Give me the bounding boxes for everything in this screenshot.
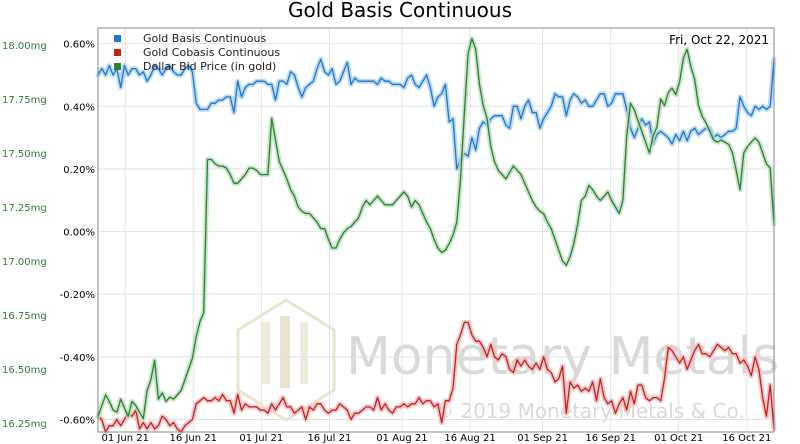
x-axis-tick-label: 16 Jul 21	[307, 433, 351, 444]
left-axis-tick-label: 17.00mg	[2, 257, 47, 268]
series-1	[95, 56, 777, 172]
left-axis-tick-label: 17.50mg	[2, 149, 47, 160]
x-axis-tick-label: 16 Aug 21	[444, 433, 495, 444]
left-axis-tick-label: 16.25mg	[2, 419, 47, 430]
legend-entry: Gold Cobasis Continuous	[143, 46, 280, 59]
legend-swatch	[114, 63, 121, 70]
x-axis-tick-label: 01 Oct 21	[654, 433, 703, 444]
legend-swatch	[114, 35, 121, 42]
series-3	[95, 36, 777, 422]
plot-frame	[97, 27, 775, 433]
left-axis-tick-label: 17.75mg	[2, 95, 47, 106]
series-line	[97, 321, 775, 433]
axes: 0.60% 0.40% 0.20% 0.00% -0.20% -0.40% -0.60% 18…	[2, 40, 771, 444]
left-axis-tick-label: 18.00mg	[2, 41, 47, 52]
series-2	[95, 319, 777, 435]
left-axis-tick-label: 16.75mg	[2, 311, 47, 322]
series-line	[97, 37, 775, 420]
right-axis-tick-label: -0.60%	[60, 415, 95, 426]
series-line	[97, 58, 775, 170]
date-label: Fri, Oct 22, 2021	[669, 33, 769, 47]
watermark-logo-mark	[236, 298, 336, 422]
legend-entry: Dollar Bid Price (in gold)	[143, 60, 276, 73]
right-axis-tick-label: -0.40%	[60, 353, 95, 364]
right-axis-tick-label: 0.40%	[63, 102, 95, 113]
right-axis-tick-label: 0.00%	[63, 228, 95, 239]
right-axis-tick-label: 0.60%	[63, 40, 95, 51]
right-axis-tick-label: -0.20%	[60, 290, 95, 301]
x-axis-tick-label: 16 Jun 21	[170, 433, 217, 444]
left-axis-tick-label: 17.25mg	[2, 203, 47, 214]
x-axis-tick-label: 01 Sep 21	[517, 433, 568, 444]
series-layer	[95, 36, 777, 435]
x-axis-tick-label: 01 Aug 21	[376, 433, 427, 444]
right-axis-tick-label: 0.20%	[63, 165, 95, 176]
left-axis-tick-label: 16.50mg	[2, 365, 47, 376]
legend-swatch	[114, 49, 121, 56]
x-axis-tick-label: 01 Jul 21	[239, 433, 283, 444]
legend-entry: Gold Basis Continuous	[143, 32, 266, 45]
x-axis-tick-label: 01 Jun 21	[102, 433, 149, 444]
x-axis-tick-label: 16 Oct 21	[722, 433, 771, 444]
chart-title: Gold Basis Continuous	[288, 0, 512, 22]
x-axis-tick-label: 16 Sep 21	[585, 433, 636, 444]
